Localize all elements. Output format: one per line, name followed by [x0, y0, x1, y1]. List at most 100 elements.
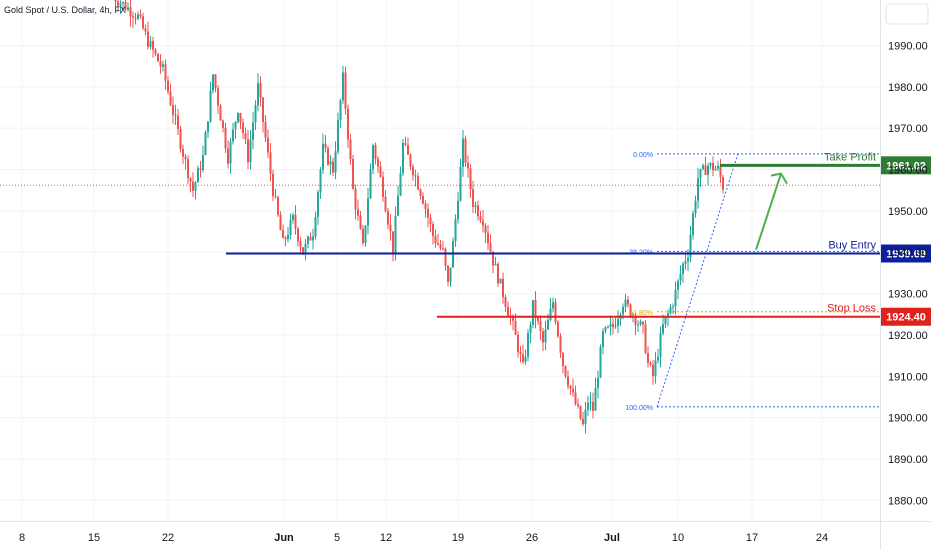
candle-body [262, 97, 264, 123]
candle-body [472, 189, 474, 207]
candle-body [677, 280, 679, 290]
candle-body [572, 388, 574, 393]
candle-body [577, 404, 579, 407]
candle-body [289, 219, 292, 236]
candle-body [139, 14, 142, 17]
candle-body [524, 356, 527, 362]
fibonacci-levels: 0.00%38.20%61.80%100.00% [0, 152, 880, 412]
candle-body [489, 243, 492, 252]
candle-body [197, 168, 199, 183]
candle-body [669, 307, 672, 314]
level-value-label: 1924.40 [886, 312, 926, 324]
candle-body [214, 74, 217, 89]
candle-body [609, 324, 612, 327]
candle-body [407, 144, 409, 155]
candle-body [227, 148, 229, 164]
candle-body [567, 376, 569, 386]
candle-body [369, 169, 372, 199]
candle-body [337, 120, 339, 152]
x-axis-ticks: 8 15 22 Jun 5 12 19 26 Jul 10 17 24 [19, 532, 828, 544]
grid [0, 0, 880, 521]
candle-body [247, 139, 249, 163]
candle-body [357, 209, 359, 216]
fib-level-label: 61.80% [629, 310, 653, 317]
y-tick-label: 1940.00 [888, 247, 928, 259]
candle-body [699, 168, 702, 179]
candle-body [202, 155, 204, 170]
candle-body [584, 409, 587, 425]
candle-body [589, 401, 592, 404]
candle-body [599, 347, 602, 378]
candle-body [252, 122, 254, 140]
chart-title: Gold Spot / U.S. Dollar, 4h, FX [4, 5, 126, 15]
y-tick-label: 1990.00 [888, 40, 928, 52]
y-tick-label: 1910.00 [888, 371, 928, 383]
candle-body [187, 159, 189, 179]
level-label: Buy Entry [828, 240, 876, 252]
candle-body [284, 237, 287, 240]
candle-body [692, 213, 694, 235]
candle-body [702, 165, 704, 169]
candle-body [447, 265, 449, 282]
candle-body [712, 163, 714, 171]
candle-body [152, 41, 154, 50]
candle-body [639, 321, 642, 325]
candle-body [662, 324, 664, 334]
candle-body [514, 320, 517, 335]
candle-body [154, 49, 157, 54]
candle-body [519, 352, 522, 355]
candle-body [637, 324, 639, 326]
level-value-label: 1939.69 [886, 249, 926, 261]
candle-body [302, 247, 304, 255]
candle-body [349, 139, 352, 160]
candle-body [257, 83, 259, 106]
candle-body [342, 72, 344, 101]
candle-body [142, 16, 144, 29]
candle-body [507, 306, 509, 316]
x-tick-label: Jul [604, 532, 620, 544]
candle-body [707, 165, 709, 175]
candle-body [274, 196, 277, 198]
candle-body [719, 166, 722, 178]
candle-body [189, 178, 192, 182]
candle-body [222, 120, 224, 128]
candle-body [184, 156, 187, 160]
y-tick-label: 1880.00 [888, 495, 928, 507]
candle-body [304, 243, 307, 255]
chart-settings-button[interactable] [885, 3, 929, 25]
candle-body [279, 214, 282, 231]
candle-body [124, 2, 127, 10]
candle-body [374, 145, 377, 159]
candle-body [559, 336, 562, 353]
candle-body [464, 138, 467, 163]
candle-body [587, 403, 589, 410]
candle-body [317, 192, 319, 218]
candle-body [137, 14, 139, 19]
candle-body [687, 257, 689, 262]
x-tick-label: 10 [672, 532, 684, 544]
projection-arrow-head [770, 172, 788, 185]
candle-body [412, 166, 414, 176]
candle-body [539, 321, 542, 332]
candle-body [579, 406, 582, 419]
candle-body [532, 300, 534, 325]
candle-body [474, 205, 477, 207]
level-value-label: 1961.02 [886, 160, 926, 172]
candle-body [479, 216, 482, 221]
candle-body [157, 53, 159, 62]
candle-body [164, 64, 167, 81]
candle-body [564, 365, 567, 377]
candle-body [417, 176, 419, 190]
candle-body [574, 392, 577, 405]
candle-body [207, 121, 209, 133]
candle-body [667, 313, 669, 318]
candle-body [697, 178, 699, 201]
candle-body [324, 143, 327, 149]
candle-body [347, 108, 349, 140]
candle-body [334, 151, 337, 173]
y-tick-label: 1950.00 [888, 206, 928, 218]
candle-body [592, 401, 594, 411]
candle-body [554, 302, 557, 323]
candle-body [172, 104, 174, 115]
